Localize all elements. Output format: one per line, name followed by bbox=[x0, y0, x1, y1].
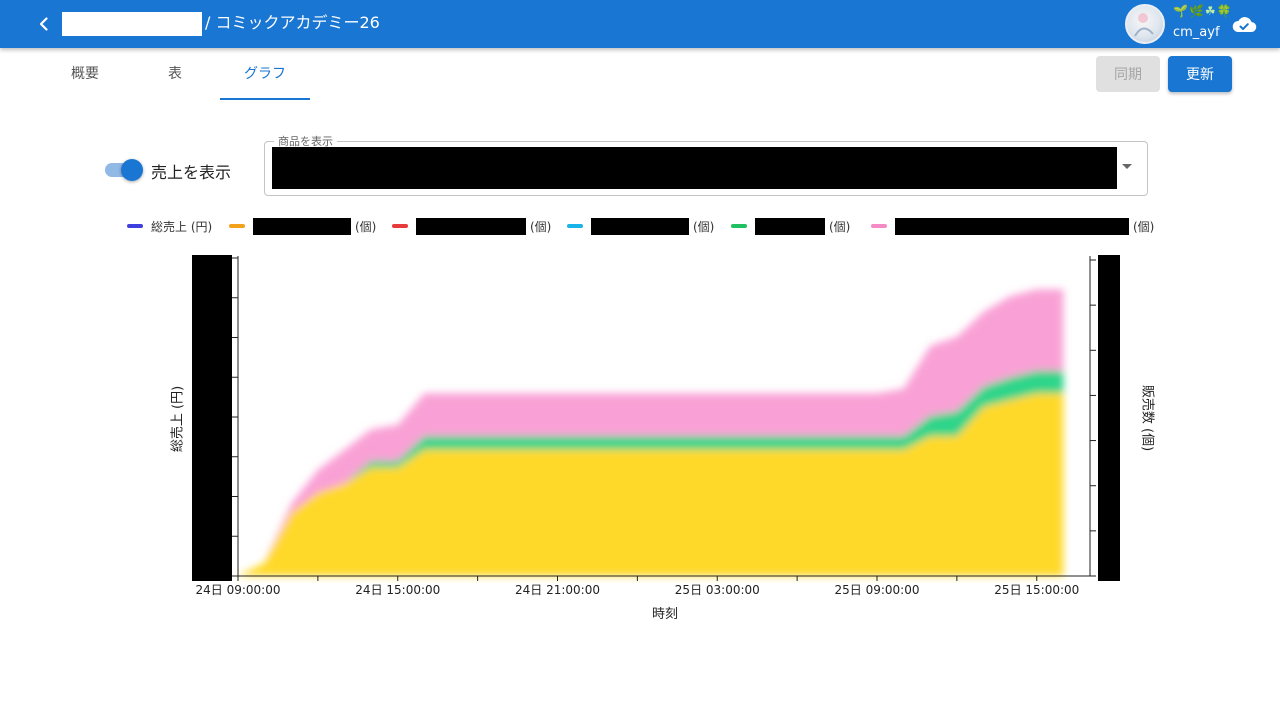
avatar[interactable] bbox=[1125, 4, 1165, 44]
legend-item-product-5[interactable]: (個) bbox=[871, 217, 1155, 235]
legend-label: (個) bbox=[693, 219, 715, 234]
chevron-left-icon bbox=[39, 17, 48, 31]
legend-label: 総売上 (円) bbox=[151, 219, 213, 234]
legend-name-redacted bbox=[895, 217, 1129, 235]
app-bar: / コミックアカデミー26 🌱🌿☘🍀 cm_ayf bbox=[0, 0, 1280, 48]
legend-label: (個) bbox=[530, 219, 552, 234]
legend-swatch bbox=[127, 224, 143, 228]
x-tick-label: 24日 21:00:00 bbox=[515, 583, 600, 597]
y-axis-left-label: 総売上 (円) bbox=[170, 385, 186, 453]
legend-name-redacted bbox=[591, 217, 689, 235]
event-name-redacted bbox=[62, 12, 202, 36]
legend-item-product-2[interactable]: (個) bbox=[392, 217, 552, 235]
legend-label: (個) bbox=[355, 219, 377, 234]
area-series-1 bbox=[238, 393, 1064, 576]
show-sales-toggle[interactable] bbox=[105, 158, 143, 181]
x-tick-label: 25日 09:00:00 bbox=[835, 583, 920, 597]
legend-label: (個) bbox=[1133, 219, 1155, 234]
right-axis-values-redacted bbox=[1098, 255, 1120, 581]
legend-name-redacted bbox=[755, 217, 825, 235]
back-button[interactable] bbox=[30, 10, 58, 38]
tab-graph[interactable]: グラフ bbox=[244, 66, 286, 82]
legend-label: (個) bbox=[829, 219, 851, 234]
area-series-2 bbox=[238, 370, 1064, 576]
legend-swatch bbox=[731, 224, 747, 228]
page-title: / コミックアカデミー26 bbox=[205, 13, 380, 32]
legend-swatch bbox=[871, 224, 887, 228]
legend-item-product-1[interactable]: (個) bbox=[229, 217, 377, 235]
x-tick-label: 25日 15:00:00 bbox=[994, 583, 1079, 597]
x-axis-label: 時刻 bbox=[651, 607, 679, 622]
y-axis-right-label: 販売数 (個) bbox=[1139, 384, 1155, 452]
left-axis-values-redacted bbox=[192, 255, 232, 581]
legend-swatch bbox=[567, 224, 583, 228]
sync-button[interactable]: 同期 bbox=[1096, 56, 1160, 92]
legend-item-total-sales[interactable]: 総売上 (円) bbox=[127, 218, 212, 234]
tab-indicator bbox=[220, 98, 310, 100]
tab-overview[interactable]: 概要 bbox=[71, 66, 99, 82]
legend-swatch bbox=[392, 224, 408, 228]
x-tick-label: 25日 03:00:00 bbox=[675, 583, 760, 597]
product-select[interactable] bbox=[264, 141, 1148, 196]
toggle-thumb bbox=[121, 159, 143, 181]
avatar-illustration-icon bbox=[1134, 13, 1154, 37]
product-select-value-redacted bbox=[272, 147, 1117, 189]
show-sales-label: 売上を表示 bbox=[151, 163, 232, 182]
area-series-3 bbox=[238, 289, 1064, 576]
user-name: cm_ayf bbox=[1173, 25, 1220, 40]
dropdown-arrow-icon bbox=[1122, 164, 1132, 169]
legend-swatch bbox=[229, 224, 245, 228]
x-tick-label: 24日 09:00:00 bbox=[196, 583, 281, 597]
product-select-label: 商品を表示 bbox=[274, 133, 337, 149]
legend-item-product-4[interactable]: (個) bbox=[731, 217, 851, 235]
legend-name-redacted bbox=[253, 217, 351, 235]
cloud-done-icon[interactable] bbox=[1231, 12, 1257, 36]
x-tick-label: 24日 15:00:00 bbox=[355, 583, 440, 597]
legend-item-product-3[interactable]: (個) bbox=[567, 217, 715, 235]
user-decoration: 🌱🌿☘🍀 bbox=[1173, 4, 1233, 18]
tab-table[interactable]: 表 bbox=[168, 66, 182, 82]
legend-name-redacted bbox=[416, 217, 526, 235]
update-button[interactable]: 更新 bbox=[1168, 56, 1232, 92]
